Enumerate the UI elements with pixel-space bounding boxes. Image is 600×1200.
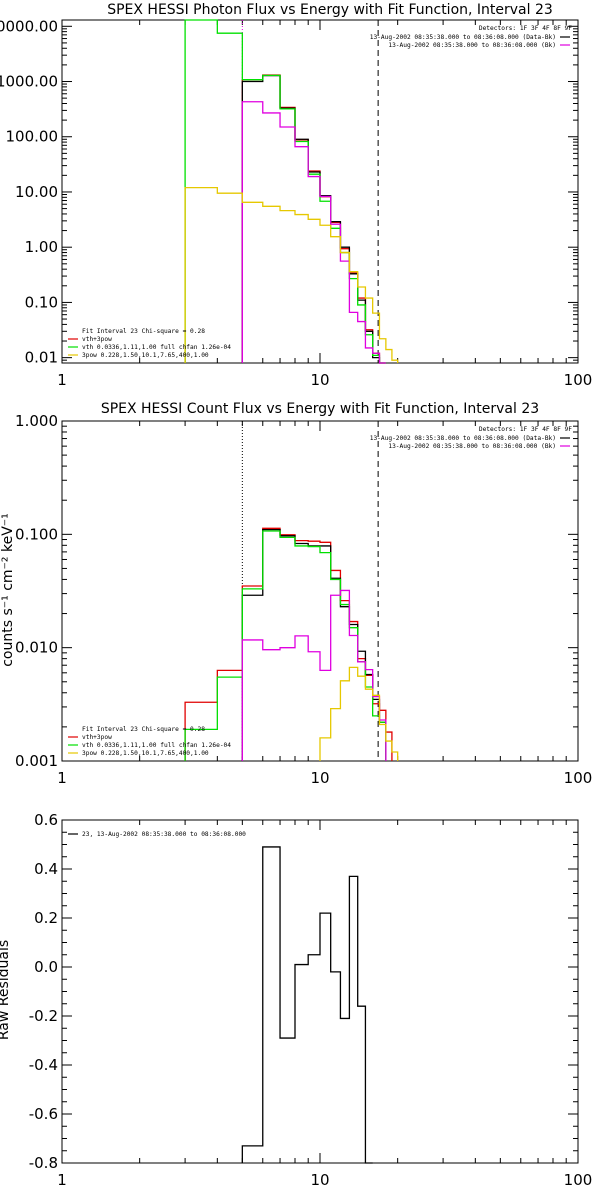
photon-series-group: [184, 19, 399, 364]
residuals-y-tick-label: 0.0: [34, 958, 58, 976]
count-y-tick-label: 0.010: [15, 639, 58, 657]
photon-x-tick-label: 10: [310, 371, 329, 389]
residuals-plot-frame: [61, 819, 579, 1164]
residuals-x-tick-label: 10: [310, 1171, 329, 1189]
photon-series-vth: [184, 19, 386, 364]
residuals-y-tick-label: 0.4: [34, 860, 58, 878]
residuals-y-tick-label: 0.2: [34, 909, 58, 927]
count-legend-right-entry: 13-Aug-2002 08:35:38.000 to 08:36:08.000…: [388, 443, 556, 450]
count-series-3pow_only: [319, 666, 399, 761]
photon-y-tick-label: 100.00: [6, 128, 59, 146]
count-y-tick-label: 1.000: [15, 412, 58, 430]
residuals-panel: Raw Residuals 1 10 100 0.6 0.4 0.2 0.0 -0.2 -0.4…: [0, 811, 592, 1189]
count-series-group: [184, 527, 399, 761]
residuals-y-tick-label: -0.8: [29, 1154, 58, 1172]
residuals-y-axis-label: Raw Residuals: [0, 940, 12, 1040]
count-x-tick-label: 1: [57, 769, 67, 787]
residuals-y-tick-label: -0.4: [29, 1056, 58, 1074]
count-detectors-label: Detectors: 1F 3F 4F 8F 9F: [479, 426, 572, 433]
count-axis-ticks: 1 10 100 1.000 0.100 0.010 0.001: [15, 412, 592, 787]
photon-y-tick-label: 0.01: [25, 349, 58, 367]
residuals-legends: 23, 13-Aug-2002 08:35:38.000 to 08:36:08…: [68, 831, 246, 838]
residuals-y-tick-label: -0.6: [29, 1105, 58, 1123]
residuals-legend-left-entry: 23, 13-Aug-2002 08:35:38.000 to 08:36:08…: [82, 831, 246, 838]
residuals-y-tick-label: 0.6: [34, 811, 58, 829]
residuals-y-tick-label: -0.2: [29, 1007, 58, 1025]
count-plot-frame: [61, 420, 579, 762]
count-y-tick-label: 0.100: [15, 525, 58, 543]
residuals-x-tick-label: 1: [57, 1171, 67, 1189]
count-y-axis-label: counts s⁻¹ cm⁻² keV⁻¹: [0, 513, 16, 667]
count-chart-title: SPEX HESSI Count Flux vs Energy with Fit…: [101, 401, 539, 417]
residuals-series-residuals: [241, 846, 373, 1164]
photon-y-tick-label: 10.00: [15, 183, 58, 201]
photon-detectors-label: Detectors: 1F 3F 4F 8F 9F: [479, 25, 572, 32]
count-flux-panel: SPEX HESSI Count Flux vs Energy with Fit…: [0, 401, 592, 787]
count-legend-left-entry: 3pow 0.228,1.50,10.1,7.65,400,1.00: [82, 750, 209, 757]
photon-x-tick-label: 100: [564, 371, 593, 389]
photon-x-tick-label: 1: [57, 371, 67, 389]
photon-legends: Detectors: 1F 3F 4F 8F 9F 13-Aug-2002 08:…: [68, 25, 572, 359]
count-legend-left-entry: vth 0.0336,1.11,1.00 full chfan 1.26e-04: [82, 742, 231, 749]
photon-legend-left-entry: Fit Interval 23 Chi-square = 0.28: [82, 328, 205, 335]
photon-legend-left-entry: vth 0.0336,1.11,1.00 full chfan 1.26e-04: [82, 344, 231, 351]
residuals-x-tick-label: 100: [564, 1171, 593, 1189]
photon-y-tick-label: 0.10: [25, 293, 58, 311]
photon-y-tick-label: 1.00: [25, 238, 58, 256]
count-legend-left-entry: vth+3pow: [82, 734, 112, 741]
count-series-data: [241, 528, 387, 761]
count-legend-left-entry: Fit Interval 23 Chi-square = 0.28: [82, 726, 205, 733]
count-series-3pow: [241, 589, 387, 761]
count-series-vth: [184, 530, 387, 761]
count-legend-right-entry: 13-Aug-2002 08:35:38.000 to 08:36:08.000…: [370, 435, 556, 442]
photon-vertical-markers: [241, 20, 379, 363]
photon-legend-left-entry: 3pow 0.228,1.50,10.1,7.65,400,1.00: [82, 352, 209, 359]
residuals-axis-ticks: 1 10 100 0.6 0.4 0.2 0.0 -0.2 -0.4 -0.6 -0.8: [29, 811, 593, 1189]
photon-series-3pow: [241, 101, 386, 364]
count-y-tick-label: 0.001: [15, 752, 58, 770]
photon-legend-right-entry: 13-Aug-2002 08:35:38.000 to 08:36:08.000…: [370, 34, 556, 41]
count-x-tick-label: 10: [310, 769, 329, 787]
count-legends: Detectors: 1F 3F 4F 8F 9F 13-Aug-2002 08:…: [68, 426, 572, 757]
count-x-tick-label: 100: [564, 769, 593, 787]
photon-series-3pow_only: [184, 186, 399, 363]
photon-legend-right-entry: 13-Aug-2002 08:35:38.000 to 08:36:08.000…: [388, 42, 556, 49]
photon-flux-panel: SPEX HESSI Photon Flux vs Energy with Fi…: [0, 2, 592, 389]
residuals-series-group: [241, 846, 373, 1164]
photon-y-tick-label: 1000.00: [0, 73, 58, 91]
count-series-vth_3pow: [184, 527, 393, 761]
photon-chart-title: SPEX HESSI Photon Flux vs Energy with Fi…: [107, 2, 553, 18]
photon-legend-left-entry: vth+3pow: [82, 336, 112, 343]
